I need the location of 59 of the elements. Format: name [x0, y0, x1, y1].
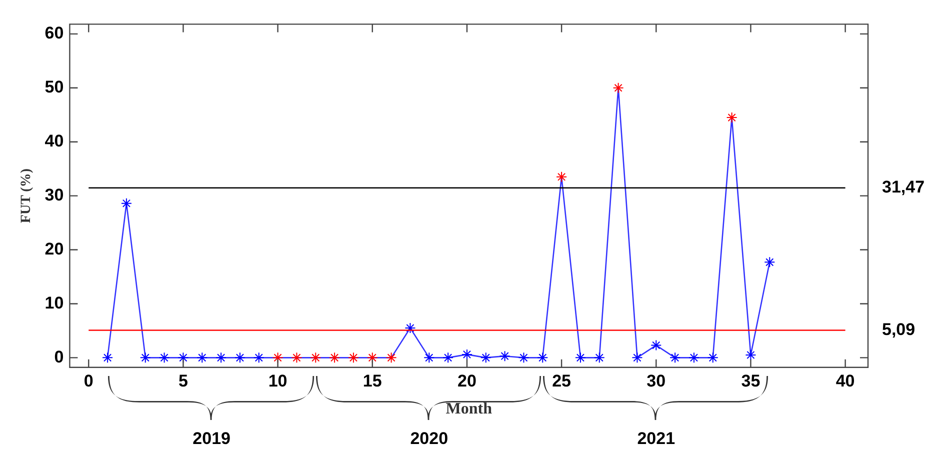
point — [632, 352, 643, 364]
y-tick-label: 0 — [54, 347, 64, 366]
x-tick-label: 15 — [362, 371, 382, 390]
y-tick-label: 30 — [44, 185, 64, 204]
x-tick-label: 20 — [458, 371, 476, 390]
point — [612, 82, 624, 94]
y-tick-label: 20 — [44, 239, 64, 258]
point — [442, 352, 454, 364]
x-tick-label: 5 — [178, 371, 188, 390]
x-tick-label: 30 — [646, 371, 666, 390]
point — [594, 352, 605, 364]
x-tick-label: 40 — [836, 371, 855, 390]
x-tick-label: 10 — [268, 371, 288, 390]
point — [234, 352, 246, 364]
y-tick-label: 50 — [44, 78, 64, 97]
point — [499, 350, 510, 362]
point — [707, 352, 718, 364]
x-tick-label: 35 — [741, 371, 760, 390]
text: 2020 — [410, 429, 448, 448]
y-tick-label: 10 — [44, 293, 64, 312]
point — [745, 349, 756, 360]
y-tick-label: 40 — [44, 132, 64, 151]
point — [480, 352, 492, 364]
point — [329, 352, 340, 364]
point — [764, 256, 776, 268]
point — [178, 352, 189, 364]
point — [348, 352, 359, 364]
point — [688, 352, 700, 364]
point — [120, 198, 132, 209]
point — [556, 171, 568, 182]
point — [461, 348, 472, 360]
y-axis-title: FUT (%) — [19, 168, 34, 224]
point — [366, 352, 378, 364]
point — [310, 352, 322, 364]
point — [272, 352, 284, 364]
point — [216, 352, 227, 364]
x-axis-title: Month — [446, 400, 492, 418]
point — [291, 352, 302, 364]
text: 2019 — [192, 429, 230, 448]
ref-line-label: 5,09 — [882, 320, 916, 339]
point — [386, 352, 397, 364]
x-tick-label: 0 — [84, 371, 94, 390]
point — [102, 352, 114, 364]
point — [424, 352, 435, 364]
point — [140, 352, 151, 364]
point — [650, 340, 662, 351]
point — [537, 352, 548, 364]
point — [518, 352, 530, 364]
point — [726, 112, 738, 124]
point — [158, 352, 170, 364]
text: 2021 — [637, 429, 676, 448]
point — [670, 352, 681, 364]
x-tick-label: 25 — [552, 371, 572, 390]
point — [404, 322, 416, 334]
y-tick-label: 60 — [44, 24, 64, 43]
point — [253, 352, 264, 364]
ref-line-label: 31,47 — [882, 178, 925, 197]
point — [196, 352, 208, 364]
point — [574, 352, 586, 364]
